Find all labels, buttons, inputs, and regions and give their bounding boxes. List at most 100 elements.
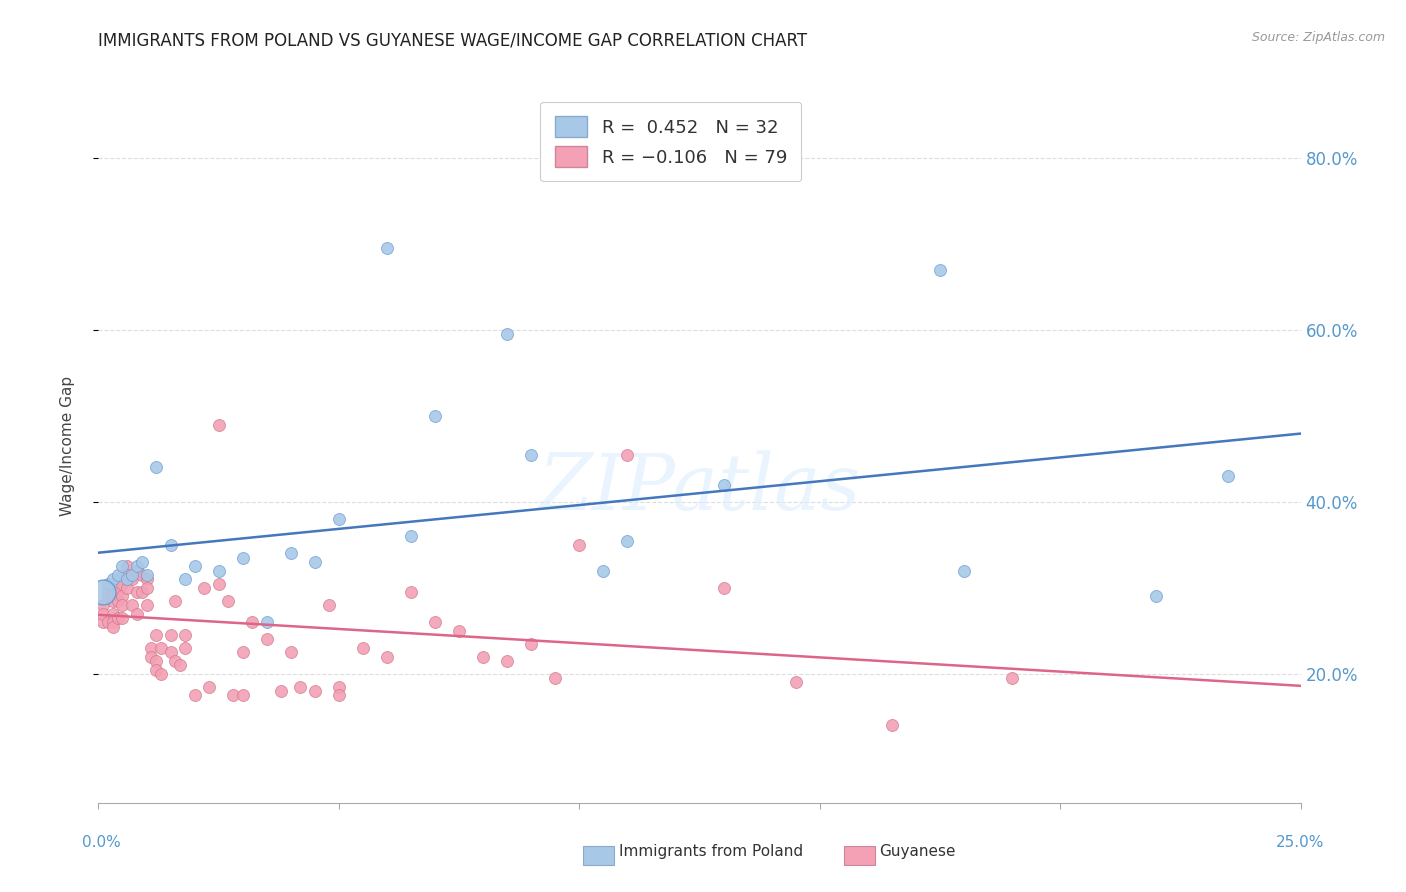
Text: 0.0%: 0.0% — [82, 836, 121, 850]
Point — [91, 598, 114, 612]
Point — [174, 641, 197, 656]
Point — [159, 645, 181, 659]
Point — [169, 658, 191, 673]
Point — [375, 649, 398, 664]
Text: Source: ZipAtlas.com: Source: ZipAtlas.com — [1251, 31, 1385, 45]
Point — [107, 568, 129, 582]
Point — [101, 572, 124, 586]
Point — [145, 663, 167, 677]
Point — [159, 538, 181, 552]
Point — [183, 689, 205, 703]
Point — [165, 593, 187, 607]
Point — [101, 585, 124, 599]
Legend: R =  0.452   N = 32, R = −0.106   N = 79: R = 0.452 N = 32, R = −0.106 N = 79 — [540, 102, 801, 181]
Point — [174, 628, 197, 642]
Point — [149, 666, 172, 681]
Point — [107, 593, 129, 607]
Point — [97, 615, 120, 630]
Point — [101, 593, 124, 607]
Point — [135, 581, 157, 595]
Point — [125, 564, 148, 578]
Point — [399, 585, 422, 599]
Point — [145, 628, 167, 642]
Point — [232, 645, 254, 659]
Text: Immigrants from Poland: Immigrants from Poland — [619, 845, 803, 859]
Point — [592, 564, 614, 578]
Point — [1144, 590, 1167, 604]
Point — [290, 680, 312, 694]
Point — [270, 684, 292, 698]
Text: ZIPatlas: ZIPatlas — [538, 450, 860, 527]
Point — [375, 241, 398, 255]
Point — [149, 641, 172, 656]
Point — [520, 448, 543, 462]
Point — [141, 649, 163, 664]
Point — [121, 572, 143, 586]
Point — [217, 593, 239, 607]
Point — [616, 533, 638, 548]
Point — [328, 680, 350, 694]
Point — [97, 590, 120, 604]
Point — [111, 590, 134, 604]
Point — [174, 572, 197, 586]
Y-axis label: Wage/Income Gap: Wage/Income Gap — [60, 376, 75, 516]
Point — [496, 654, 519, 668]
Point — [399, 529, 422, 543]
Point — [131, 585, 153, 599]
Point — [568, 538, 591, 552]
Point — [111, 598, 134, 612]
Point — [91, 615, 114, 630]
Text: IMMIGRANTS FROM POLAND VS GUYANESE WAGE/INCOME GAP CORRELATION CHART: IMMIGRANTS FROM POLAND VS GUYANESE WAGE/… — [98, 31, 807, 49]
Point — [198, 680, 221, 694]
Point — [328, 689, 350, 703]
Point — [91, 607, 114, 621]
Point — [423, 615, 446, 630]
Point — [193, 581, 215, 595]
Point — [472, 649, 495, 664]
Point — [1001, 671, 1024, 685]
Point — [107, 611, 129, 625]
Text: Guyanese: Guyanese — [879, 845, 955, 859]
Point — [953, 564, 976, 578]
Text: 25.0%: 25.0% — [1277, 836, 1324, 850]
Point — [496, 327, 519, 342]
Point — [785, 675, 807, 690]
Point — [256, 632, 278, 647]
Point — [304, 555, 326, 569]
Point — [423, 409, 446, 423]
Point — [97, 585, 120, 599]
Point — [232, 689, 254, 703]
Point — [318, 598, 340, 612]
Point — [183, 559, 205, 574]
Point — [135, 598, 157, 612]
Point — [352, 641, 374, 656]
Point — [208, 576, 231, 591]
Point — [121, 568, 143, 582]
Point — [91, 585, 114, 599]
Point — [713, 477, 735, 491]
Point — [117, 581, 139, 595]
Point — [135, 568, 157, 582]
Point — [447, 624, 470, 638]
Point — [165, 654, 187, 668]
Point — [145, 460, 167, 475]
Point — [117, 568, 139, 582]
Point — [222, 689, 245, 703]
Point — [107, 572, 129, 586]
Point — [125, 559, 148, 574]
Point — [520, 637, 543, 651]
Point — [328, 512, 350, 526]
Point — [135, 572, 157, 586]
Point — [240, 615, 263, 630]
Point — [111, 576, 134, 591]
Point — [232, 550, 254, 565]
Point — [928, 262, 950, 277]
Point — [101, 619, 124, 633]
Point — [107, 585, 129, 599]
Point — [616, 448, 638, 462]
Point — [145, 654, 167, 668]
Point — [121, 598, 143, 612]
Point — [304, 684, 326, 698]
Point — [141, 641, 163, 656]
Point — [101, 615, 124, 630]
